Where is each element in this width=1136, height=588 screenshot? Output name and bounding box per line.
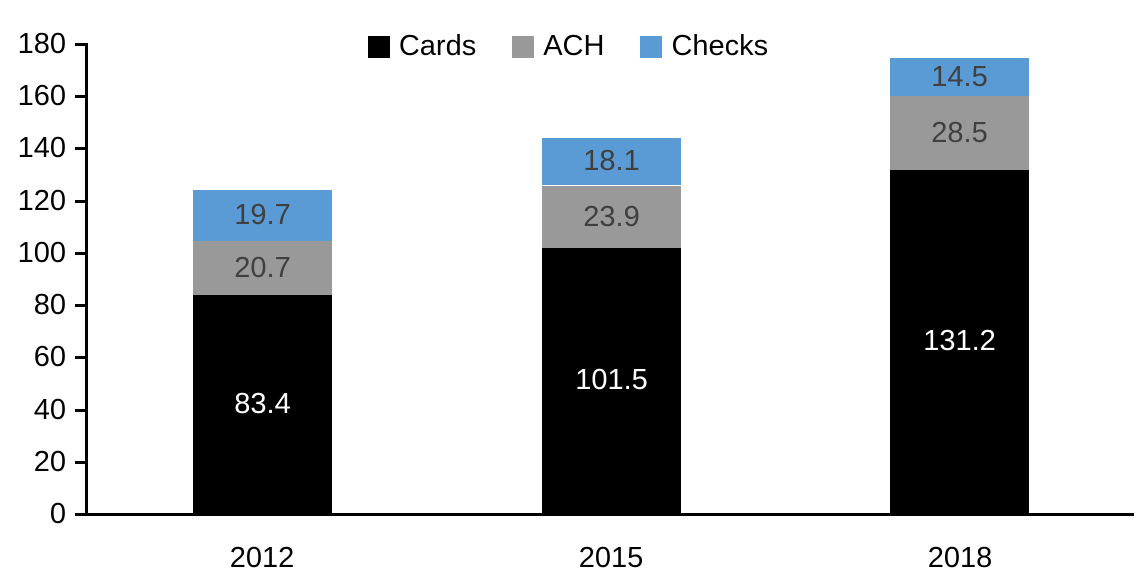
bar-segment-cards-2018: 131.2 — [890, 170, 1029, 513]
y-tick — [75, 513, 85, 516]
bar-value-label: 83.4 — [234, 387, 291, 420]
y-tick — [75, 304, 85, 307]
legend-item-ach: ACH — [512, 32, 604, 61]
y-tick-label: 160 — [17, 80, 66, 112]
legend-label: Cards — [398, 30, 477, 62]
legend-swatch-checks — [640, 35, 663, 58]
chart-legend: Cards ACH Checks — [0, 32, 1136, 61]
legend-label: ACH — [543, 30, 605, 62]
bar-value-label: 20.7 — [234, 251, 291, 284]
y-tick-label: 40 — [33, 394, 66, 426]
y-tick-label: 80 — [33, 289, 66, 321]
y-tick — [75, 409, 85, 412]
legend-swatch-ach — [512, 35, 535, 58]
y-tick-label: 60 — [33, 341, 66, 373]
bar-segment-checks-2012: 19.7 — [193, 190, 332, 241]
x-category-label: 2018 — [927, 542, 993, 574]
bar-segment-ach-2018: 28.5 — [890, 96, 1029, 170]
legend-item-cards: Cards — [367, 30, 477, 62]
y-tick — [75, 356, 85, 359]
bar-value-label: 23.9 — [583, 200, 640, 233]
legend-label: Checks — [671, 30, 769, 62]
y-tick-label: 120 — [17, 185, 66, 217]
y-axis-line — [85, 43, 88, 516]
bar-segment-cards-2012: 83.4 — [193, 295, 332, 513]
bar-value-label: 131.2 — [923, 325, 996, 357]
x-category-label: 2015 — [578, 542, 644, 574]
y-tick — [75, 461, 85, 464]
bar-segment-cards-2015: 101.5 — [542, 248, 681, 513]
legend-swatch-cards — [367, 35, 390, 58]
bar-segment-checks-2015: 18.1 — [542, 138, 681, 185]
x-axis-line — [85, 513, 1134, 516]
legend-item-checks: Checks — [640, 32, 768, 61]
bar-value-label: 19.7 — [234, 199, 291, 231]
bar-segment-ach-2012: 20.7 — [193, 241, 332, 295]
y-tick-label: 0 — [49, 498, 66, 530]
y-tick-label: 20 — [33, 446, 66, 478]
bar-value-label: 101.5 — [575, 364, 648, 396]
bar-value-label: 18.1 — [583, 145, 640, 177]
bar-value-label: 28.5 — [931, 116, 988, 149]
y-tick — [75, 252, 85, 255]
y-tick — [75, 147, 85, 150]
y-tick-label: 180 — [17, 28, 66, 60]
x-category-label: 2012 — [229, 542, 295, 574]
y-tick — [75, 43, 85, 46]
y-tick — [75, 95, 85, 98]
y-tick-label: 100 — [17, 237, 66, 269]
bar-segment-checks-2018: 14.5 — [890, 58, 1029, 96]
bar-value-label: 14.5 — [931, 60, 988, 93]
y-tick-label: 140 — [17, 132, 66, 164]
bar-segment-ach-2015: 23.9 — [542, 186, 681, 248]
y-tick — [75, 200, 85, 203]
